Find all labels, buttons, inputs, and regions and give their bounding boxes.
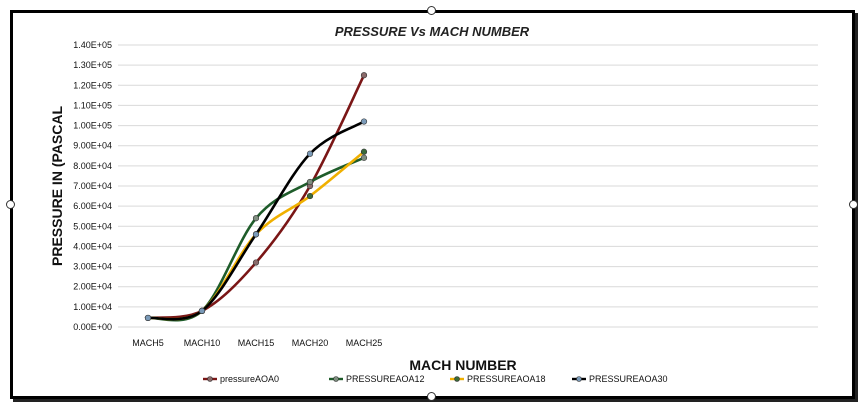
y-tick-label: 1.30E+05: [73, 60, 112, 70]
y-tick-label: 1.40E+05: [73, 40, 112, 50]
y-tick-label: 2.00E+04: [73, 282, 112, 292]
x-tick-label: MACH5: [132, 338, 164, 348]
data-point-3: [306, 150, 314, 157]
y-tick-label: 1.10E+05: [73, 100, 112, 110]
y-tick-label: 3.00E+04: [73, 262, 112, 272]
chart-frame: [10, 10, 855, 399]
data-point-0: [360, 72, 368, 79]
y-tick-label: 8.00E+04: [73, 161, 112, 171]
data-point-3: [198, 307, 206, 314]
y-axis-label: PRESSURE IN (PASCAL: [49, 106, 65, 266]
y-tick-label: 4.00E+04: [73, 241, 112, 251]
y-axis-ticks: 0.00E+00 1.00E+04 2.00E+04 3.00E+04 4.00E+04…: [73, 40, 112, 332]
legend-marker: [454, 376, 460, 382]
resize-handle-bottom[interactable]: [427, 392, 436, 401]
resize-handle-top[interactable]: [427, 6, 436, 15]
y-tick-label: 7.00E+04: [73, 181, 112, 191]
legend-marker: [333, 376, 339, 382]
legend-label: PRESSUREAOA12: [346, 374, 425, 384]
series-line-0: [146, 73, 366, 320]
y-tick-label: 9.00E+04: [73, 141, 112, 151]
legend-label: PRESSUREAOA18: [467, 374, 546, 384]
series-markers: [144, 72, 368, 322]
legend-label: pressureAOA0: [220, 374, 279, 384]
legend: pressureAOA0 PRESSUREAOA12 PRESSUREAOA18 PR…: [203, 374, 668, 384]
x-tick-label: MACH20: [292, 338, 329, 348]
y-tick-label: 1.00E+04: [73, 302, 112, 312]
data-point-1: [360, 154, 368, 161]
legend-label: PRESSUREAOA30: [589, 374, 668, 384]
resize-handle-right[interactable]: [849, 200, 858, 209]
legend-marker: [576, 376, 582, 382]
y-tick-label: 5.00E+04: [73, 221, 112, 231]
y-tick-label: 1.00E+05: [73, 121, 112, 131]
x-tick-label: MACH15: [238, 338, 275, 348]
x-tick-label: MACH25: [346, 338, 383, 348]
x-axis-ticks: MACH5 MACH10 MACH15 MACH20 MACH25: [132, 338, 382, 348]
gridlines: [118, 44, 818, 328]
resize-handle-left[interactable]: [6, 200, 15, 209]
chart-title: PRESSURE Vs MACH NUMBER: [335, 24, 530, 39]
data-point-3: [360, 118, 368, 125]
data-point-1: [306, 178, 314, 186]
x-axis-label: MACH NUMBER: [409, 357, 516, 373]
data-point-2: [360, 148, 368, 155]
data-point-0: [252, 259, 260, 266]
y-tick-label: 6.00E+04: [73, 201, 112, 211]
data-point-3: [252, 231, 260, 238]
x-tick-label: MACH10: [184, 338, 221, 348]
series-line-1: [146, 156, 366, 322]
y-tick-label: 1.20E+05: [73, 80, 112, 90]
data-point-3: [144, 314, 152, 322]
series-lines: [146, 73, 366, 322]
data-point-2: [306, 192, 314, 200]
y-tick-label: 0.00E+00: [73, 322, 112, 332]
legend-marker: [207, 376, 213, 382]
data-point-1: [252, 215, 260, 222]
